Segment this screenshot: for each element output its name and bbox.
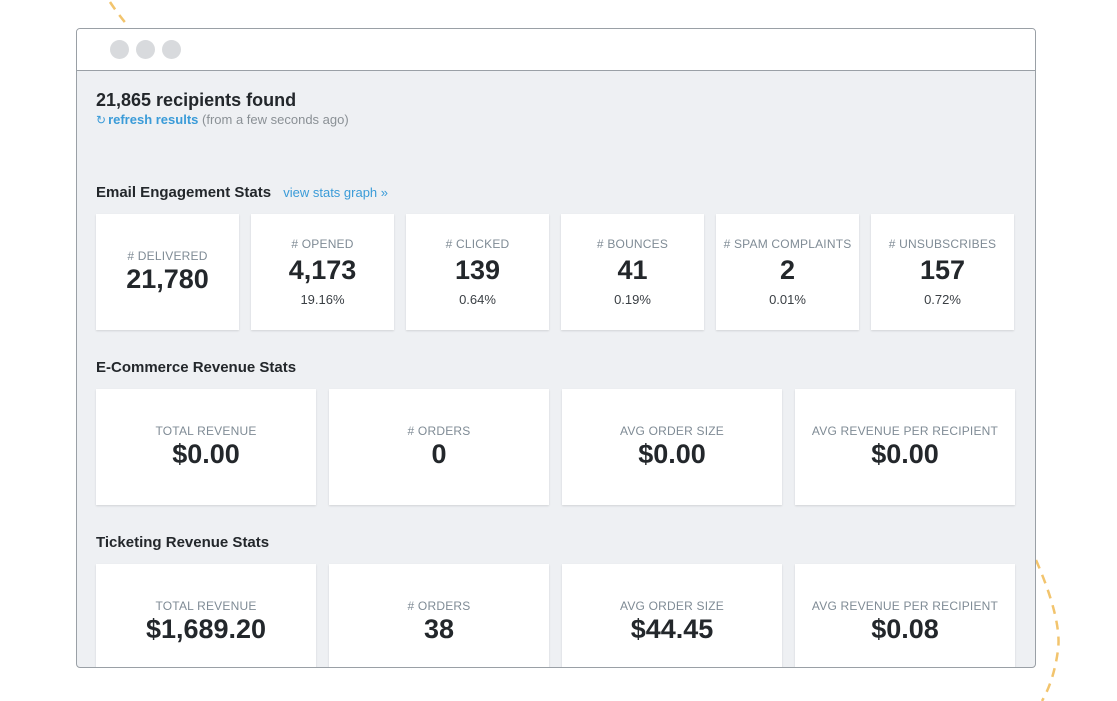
stat-value: $44.45 xyxy=(630,614,714,644)
stats-content: 21,865 recipients found ↻ refresh results… xyxy=(96,71,1015,667)
refresh-line: ↻ refresh results (from a few seconds ago… xyxy=(96,112,349,127)
stat-value: 157 xyxy=(919,255,966,285)
stat-label: TOTAL REVENUE xyxy=(155,424,257,438)
email-engagement-title-text: Email Engagement Stats xyxy=(96,184,272,201)
refresh-results-link[interactable]: refresh results xyxy=(108,112,199,127)
stat-card-spam-complaints: # SPAM COMPLAINTS 2 0.01% xyxy=(716,214,859,330)
ecommerce-title: E-Commerce Revenue Stats xyxy=(96,359,297,376)
refresh-icon[interactable]: ↻ xyxy=(96,113,107,127)
stat-value: 2 xyxy=(779,255,796,285)
stat-card-total-revenue: TOTAL REVENUE $1,689.20 xyxy=(96,564,316,667)
stat-percent: 19.16% xyxy=(300,292,345,307)
stat-card-delivered: # DELIVERED 21,780 xyxy=(96,214,239,330)
window-control-dot[interactable] xyxy=(162,40,181,59)
stat-card-orders: # ORDERS 38 xyxy=(329,564,549,667)
stat-percent: 0.01% xyxy=(769,292,806,307)
stat-card-unsubscribes: # UNSUBSCRIBES 157 0.72% xyxy=(871,214,1014,330)
stat-percent: 0.64% xyxy=(459,292,496,307)
stat-value: $1,689.20 xyxy=(145,614,267,644)
stat-card-avg-order-size: AVG ORDER SIZE $0.00 xyxy=(562,389,782,505)
stat-label: # SPAM COMPLAINTS xyxy=(723,237,852,251)
stat-value: 0 xyxy=(431,439,447,469)
stat-label: # CLICKED xyxy=(445,237,510,251)
stat-label: # UNSUBSCRIBES xyxy=(888,237,997,251)
recipients-found-heading: 21,865 recipients found xyxy=(96,90,297,110)
stat-card-orders: # ORDERS 0 xyxy=(329,389,549,505)
window-control-dot[interactable] xyxy=(136,40,155,59)
stat-value: 41 xyxy=(617,255,648,285)
ticketing-title: Ticketing Revenue Stats xyxy=(96,534,270,551)
refresh-timestamp: (from a few seconds ago) xyxy=(202,112,349,127)
stat-label: # ORDERS xyxy=(407,424,471,438)
stat-card-avg-revenue-per-recipient: AVG REVENUE PER RECIPIENT $0.08 xyxy=(795,564,1015,667)
window-titlebar xyxy=(77,29,1035,71)
email-engagement-cards: # DELIVERED 21,780 # OPENED 4,173 19.16%… xyxy=(96,214,1014,330)
stat-value: $0.00 xyxy=(871,439,939,469)
stat-value: 139 xyxy=(454,255,501,285)
stat-value: 38 xyxy=(423,614,455,644)
stat-value: $0.08 xyxy=(871,614,939,644)
stat-label: AVG ORDER SIZE xyxy=(620,599,724,613)
stat-label: TOTAL REVENUE xyxy=(155,599,257,613)
window-control-dot[interactable] xyxy=(110,40,129,59)
stat-card-total-revenue: TOTAL REVENUE $0.00 xyxy=(96,389,316,505)
stat-label: # OPENED xyxy=(291,237,354,251)
stat-value: $0.00 xyxy=(638,439,706,469)
stat-label: AVG ORDER SIZE xyxy=(620,424,724,438)
stat-value: 21,780 xyxy=(126,264,209,294)
browser-window: 21,865 recipients found ↻ refresh results… xyxy=(76,28,1036,668)
stat-label: AVG REVENUE PER RECIPIENT xyxy=(811,599,999,613)
view-stats-graph-link[interactable]: view stats graph » xyxy=(283,185,389,200)
stat-value: 4,173 xyxy=(288,255,357,285)
stat-label: AVG REVENUE PER RECIPIENT xyxy=(811,424,999,438)
ecommerce-cards: TOTAL REVENUE $0.00 # ORDERS 0 AVG ORDER… xyxy=(96,389,1015,505)
stat-label: # DELIVERED xyxy=(127,249,208,263)
email-engagement-title: Email Engagement Stats view stats graph … xyxy=(96,184,388,201)
stat-percent: 0.72% xyxy=(924,292,961,307)
stat-label: # BOUNCES xyxy=(596,237,669,251)
ticketing-cards: TOTAL REVENUE $1,689.20 # ORDERS 38 AVG … xyxy=(96,564,1015,667)
stat-card-avg-order-size: AVG ORDER SIZE $44.45 xyxy=(562,564,782,667)
stat-value: $0.00 xyxy=(172,439,240,469)
stat-card-bounces: # BOUNCES 41 0.19% xyxy=(561,214,704,330)
stat-card-clicked: # CLICKED 139 0.64% xyxy=(406,214,549,330)
stat-card-opened: # OPENED 4,173 19.16% xyxy=(251,214,394,330)
stat-card-avg-revenue-per-recipient: AVG REVENUE PER RECIPIENT $0.00 xyxy=(795,389,1015,505)
stat-percent: 0.19% xyxy=(614,292,651,307)
stat-label: # ORDERS xyxy=(407,599,471,613)
